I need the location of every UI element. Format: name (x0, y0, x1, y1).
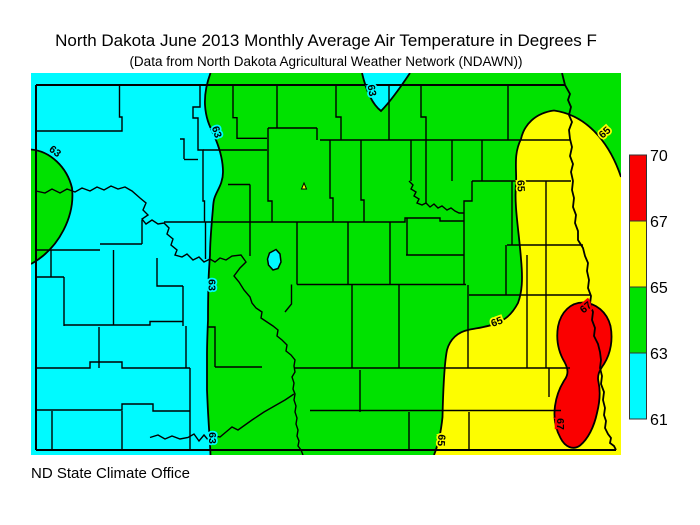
svg-text:67: 67 (554, 418, 566, 430)
svg-text:North Dakota June 2013 Monthly: North Dakota June 2013 Monthly Average A… (55, 31, 597, 50)
svg-text:63: 63 (365, 84, 379, 98)
svg-text:63: 63 (206, 279, 218, 291)
svg-text:(Data from North Dakota Agricu: (Data from North Dakota Agricultural Wea… (129, 54, 522, 69)
svg-text:61: 61 (650, 412, 668, 429)
svg-text:ND State Climate Office: ND State Climate Office (31, 465, 190, 482)
svg-text:65: 65 (434, 434, 447, 447)
svg-text:67: 67 (650, 214, 668, 231)
svg-text:63: 63 (650, 346, 668, 363)
svg-text:70: 70 (650, 148, 668, 165)
svg-text:63: 63 (206, 432, 218, 444)
svg-text:65: 65 (650, 280, 668, 297)
svg-text:65: 65 (514, 180, 526, 192)
